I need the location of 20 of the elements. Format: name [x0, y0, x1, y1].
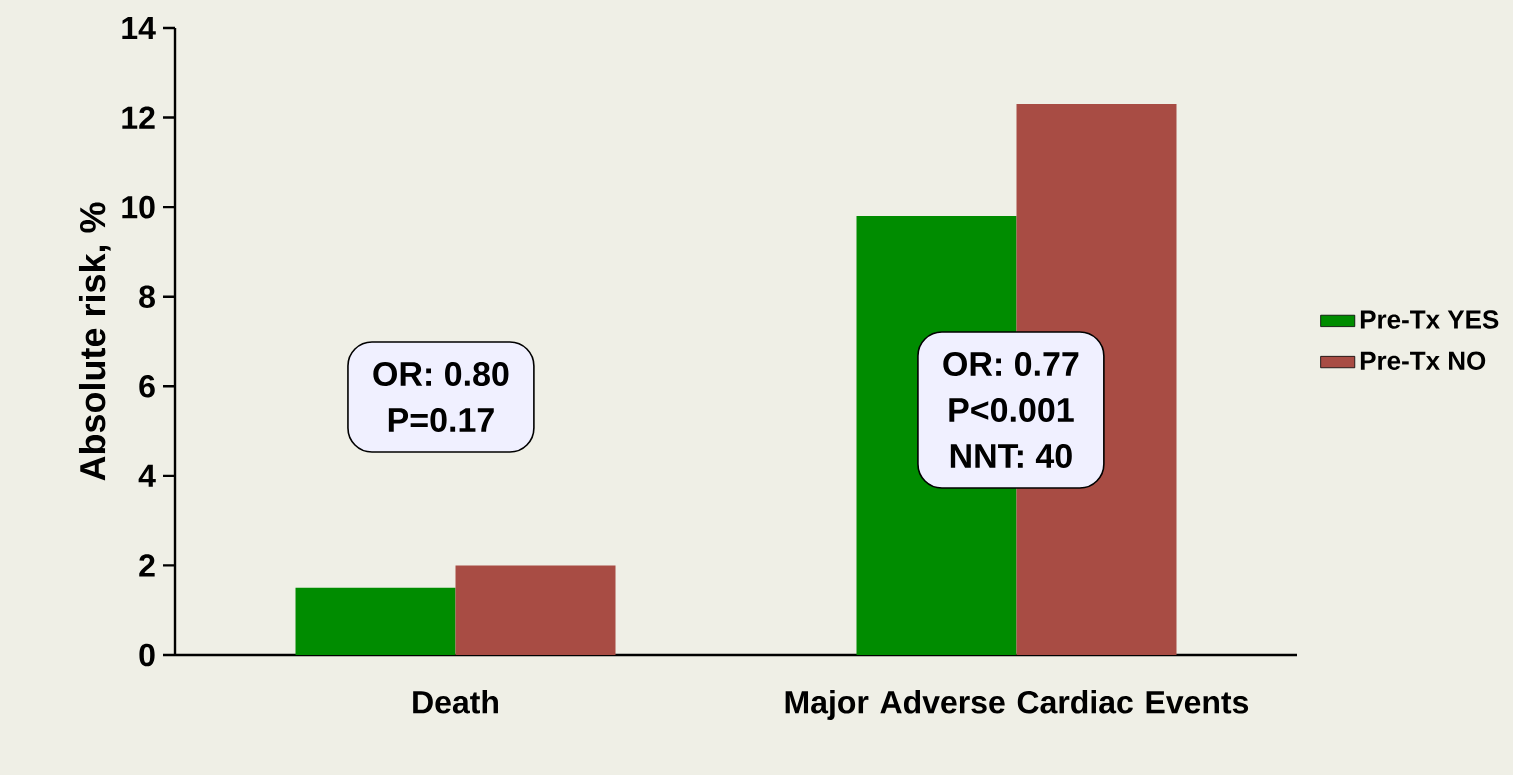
y-tick-label: 6	[139, 374, 155, 398]
annotation: OR: 0.80	[373, 361, 509, 387]
annotation: P=0.17	[388, 407, 494, 433]
x-tick-label: Major Adverse Cardiac Events	[785, 690, 1249, 720]
x-tick-label: Death	[413, 690, 498, 714]
annotation: NNT: 40	[950, 443, 1072, 469]
annotation: P<0.001	[949, 397, 1074, 423]
bar	[455, 565, 616, 655]
y-tick-label: 2	[139, 554, 155, 577]
y-tick-label: 0	[139, 643, 155, 667]
bar	[295, 587, 456, 655]
y-axis-title: Absolute risk, %	[78, 202, 111, 481]
y-tick-label: 12	[122, 106, 155, 129]
y-tick-label: 8	[139, 285, 155, 309]
y-tick-label: 14	[122, 16, 156, 39]
legend-label: Pre-Tx YES	[1360, 310, 1499, 329]
y-tick-label: 4	[138, 464, 156, 487]
annotation: OR: 0.77	[943, 351, 1079, 377]
y-tick-label: 10	[122, 195, 155, 219]
legend-label: Pre-Tx NO	[1360, 351, 1486, 370]
